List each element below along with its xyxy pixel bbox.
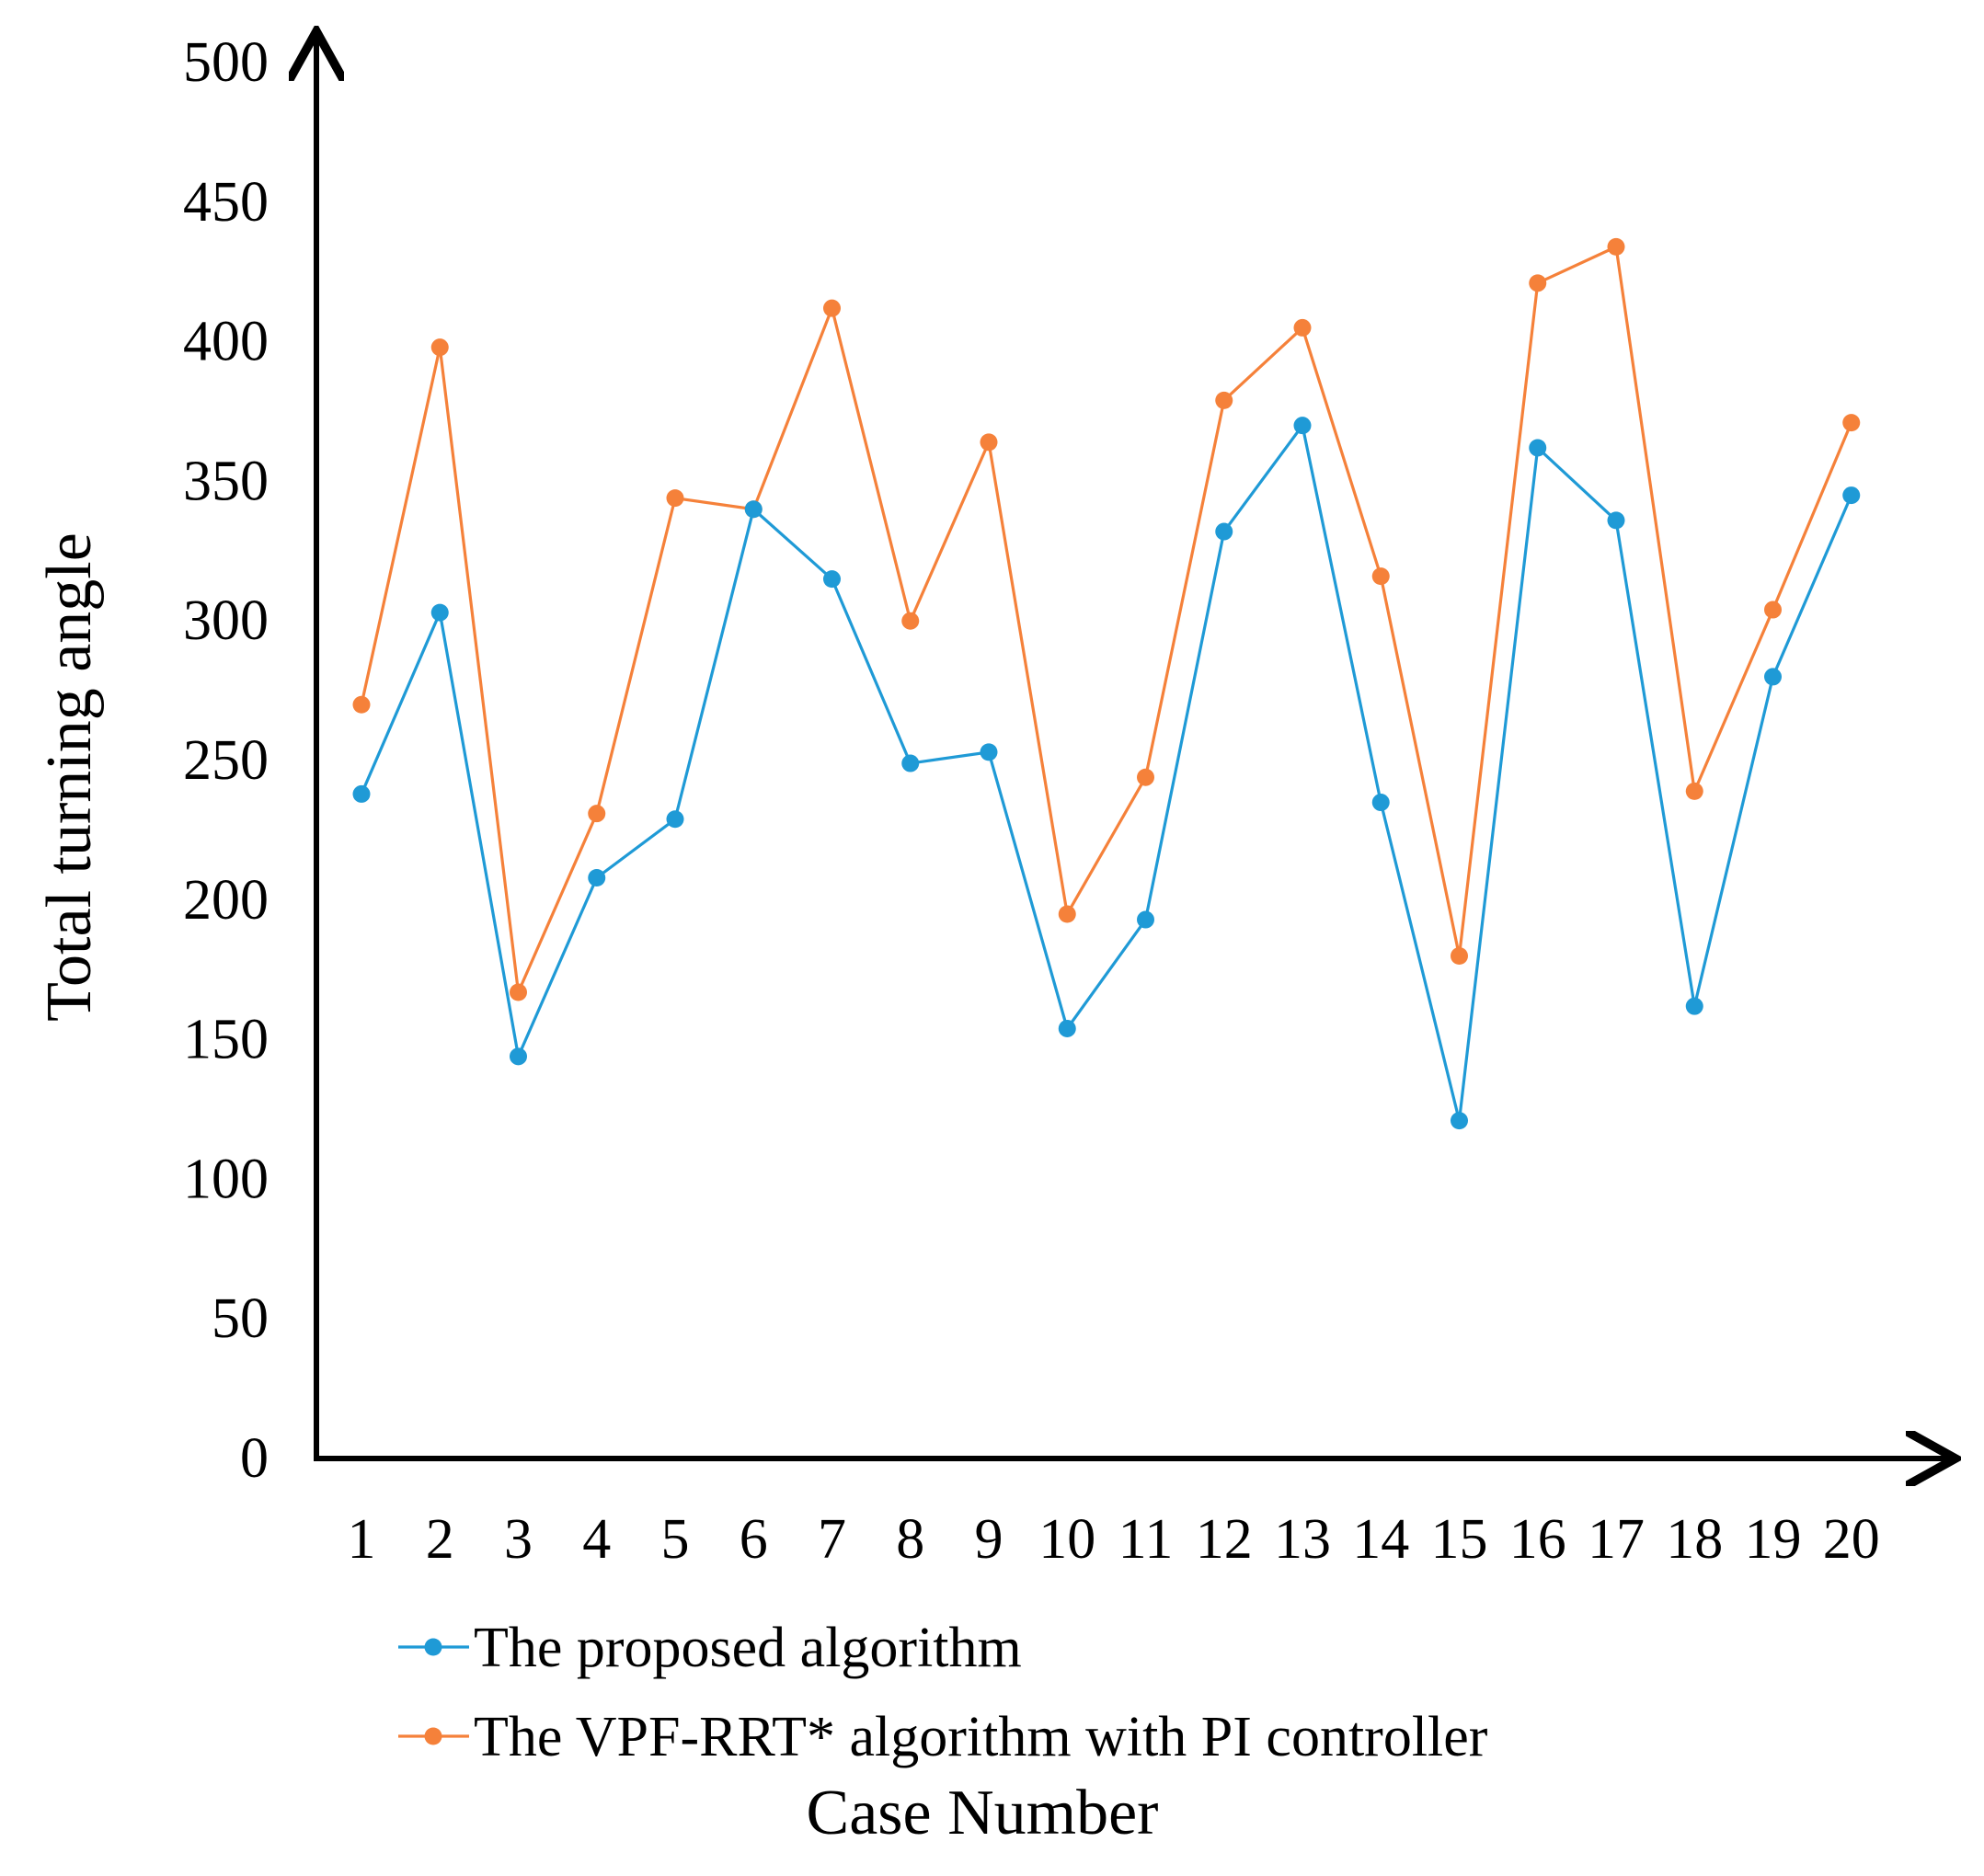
series-1 <box>352 417 1861 1130</box>
data-point <box>1058 905 1076 923</box>
data-point <box>980 433 998 452</box>
legend-marker <box>424 1727 442 1745</box>
y-tick-label: 450 <box>183 171 269 234</box>
data-point <box>352 695 371 714</box>
data-point <box>1058 1019 1076 1037</box>
x-tick-label: 13 <box>1274 1508 1331 1571</box>
y-tick-label: 500 <box>183 31 269 94</box>
y-tick-label: 400 <box>183 311 269 373</box>
series-line <box>360 421 1853 1122</box>
data-point <box>1215 522 1233 541</box>
x-tick-label: 10 <box>1038 1508 1095 1571</box>
x-tick-label: 15 <box>1431 1508 1488 1571</box>
legend-item: The proposed algorithm <box>398 1617 1022 1679</box>
x-tick-label: 9 <box>975 1508 1003 1571</box>
y-tick-label: 0 <box>240 1427 269 1490</box>
data-point <box>1685 997 1703 1015</box>
data-point <box>823 299 841 317</box>
data-point <box>1607 237 1625 256</box>
data-point <box>1842 486 1861 505</box>
data-point <box>1293 318 1312 337</box>
data-point <box>1137 910 1154 929</box>
y-tick-label: 350 <box>183 450 269 512</box>
data-point <box>1293 417 1312 435</box>
data-point <box>901 612 920 630</box>
data-point <box>1607 511 1625 530</box>
x-tick-label: 14 <box>1352 1508 1409 1571</box>
data-point <box>1451 1112 1468 1130</box>
data-point <box>901 754 920 772</box>
y-axis-title: Total turning angle <box>34 532 105 1022</box>
y-tick-label: 100 <box>183 1148 269 1210</box>
x-tick-label: 5 <box>661 1508 690 1571</box>
x-tick-label: 4 <box>582 1508 611 1571</box>
data-point <box>1451 947 1468 966</box>
data-point <box>744 500 763 519</box>
x-tick-label: 16 <box>1509 1508 1566 1571</box>
series-2 <box>352 237 1861 1001</box>
x-tick-label: 8 <box>896 1508 924 1571</box>
data-point <box>510 983 527 1001</box>
series-line <box>360 245 1853 998</box>
y-tick-label: 150 <box>183 1009 269 1071</box>
x-tick-label: 12 <box>1196 1508 1253 1571</box>
y-tick-labels: 0 50 100 150 200 250 300 350 400 450 500 <box>183 31 269 1490</box>
legend-item: The VPF-RRT* algorithm with PI controlle… <box>398 1706 1488 1768</box>
data-point <box>430 338 449 357</box>
x-tick-label: 1 <box>348 1508 376 1571</box>
legend-label: The proposed algorithm <box>474 1617 1022 1679</box>
data-point <box>1685 782 1703 800</box>
data-point <box>1137 768 1154 786</box>
x-tick-label: 6 <box>740 1508 768 1571</box>
data-point <box>1529 439 1547 457</box>
data-point <box>666 489 684 508</box>
data-point <box>430 603 449 622</box>
x-tick-label: 20 <box>1823 1508 1880 1571</box>
data-point <box>588 805 606 823</box>
data-point <box>980 743 998 761</box>
data-point <box>1529 274 1547 292</box>
y-tick-label: 200 <box>183 869 269 932</box>
x-tick-labels: 1 2 3 4 5 6 7 8 9 10 11 12 13 14 15 16 17 18 19 20 <box>348 1508 1880 1571</box>
x-tick-label: 19 <box>1745 1508 1802 1571</box>
data-point <box>588 869 606 887</box>
x-tick-label: 7 <box>818 1508 846 1571</box>
x-tick-label: 2 <box>426 1508 454 1571</box>
legend-label: The VPF-RRT* algorithm with PI controlle… <box>474 1706 1488 1768</box>
x-tick-label: 18 <box>1666 1508 1723 1571</box>
x-tick-label: 11 <box>1118 1508 1174 1571</box>
x-tick-label: 17 <box>1588 1508 1645 1571</box>
data-point <box>823 570 841 589</box>
legend-marker <box>424 1638 442 1656</box>
data-point <box>352 784 371 803</box>
data-point <box>1371 567 1390 586</box>
x-tick-label: 3 <box>504 1508 533 1571</box>
legend: The proposed algorithm The VPF-RRT* algor… <box>398 1617 1488 1768</box>
y-tick-label: 300 <box>183 589 269 652</box>
y-tick-label: 250 <box>183 729 269 792</box>
x-axis-title: Case Number <box>807 1778 1159 1848</box>
data-point <box>1764 601 1782 619</box>
series-layer <box>352 237 1861 1130</box>
data-point <box>1371 794 1390 812</box>
y-tick-label: 50 <box>212 1287 269 1350</box>
data-point <box>510 1047 527 1066</box>
data-point <box>1842 414 1861 432</box>
data-point <box>666 810 684 829</box>
data-point <box>1215 391 1233 409</box>
data-point <box>1764 668 1782 686</box>
